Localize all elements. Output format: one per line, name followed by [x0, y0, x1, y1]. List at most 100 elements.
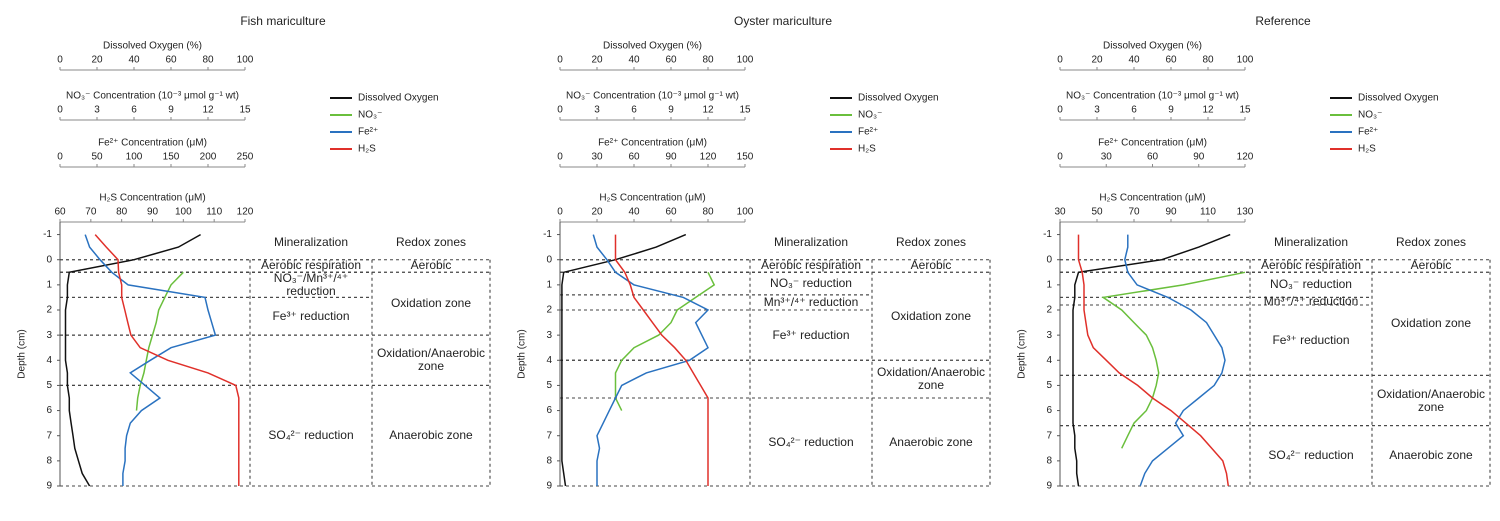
y-tick-label: 2 [46, 305, 52, 316]
x-tick-label: 90 [147, 207, 159, 218]
zone-header: Mineralization [1274, 235, 1348, 249]
series-line [614, 271, 716, 411]
chart-title: Reference [1255, 14, 1311, 28]
zone-header: Redox zones [396, 235, 466, 249]
y-axis-label: Depth (cm) [517, 329, 528, 378]
x-tick-label: 100 [737, 207, 754, 218]
x-tick-label: 80 [116, 207, 128, 218]
zone-label: Aerobic respiration [260, 258, 362, 273]
y-tick-label: -1 [543, 229, 552, 240]
series-line [1072, 233, 1231, 487]
y-tick-label: 4 [1046, 355, 1052, 366]
x-axis-label: NO₃⁻ Concentration (10⁻³ μmol g⁻¹ wt) [1066, 91, 1239, 102]
zone-label: Aerobic [1410, 258, 1452, 273]
y-tick-label: 7 [46, 430, 52, 441]
x-tick-label: 0 [57, 105, 63, 116]
legend-label: H₂S [358, 144, 376, 155]
zone-label: Fe³⁺ reduction [1272, 332, 1350, 347]
y-tick-label: 6 [546, 405, 552, 416]
x-axis-label: NO₃⁻ Concentration (10⁻³ μmol g⁻¹ wt) [66, 91, 239, 102]
zone-label: Mn³⁺/⁴⁺ reduction [763, 294, 859, 309]
x-tick-label: 60 [1165, 55, 1177, 66]
zone-label: Fe³⁺ reduction [272, 308, 350, 323]
x-tick-label: 40 [1128, 55, 1140, 66]
x-tick-label: 80 [1202, 55, 1214, 66]
series-line [561, 233, 687, 487]
y-tick-label: 1 [46, 279, 52, 290]
x-tick-label: 60 [628, 152, 640, 163]
zone-label: Anaerobic zone [389, 428, 473, 443]
x-tick-label: 30 [1101, 152, 1113, 163]
x-tick-label: 0 [57, 55, 63, 66]
zone-label: Aerobic [410, 258, 452, 273]
x-tick-label: 0 [1057, 105, 1063, 116]
x-tick-label: 60 [165, 55, 177, 66]
legend-label: NO₃⁻ [358, 110, 382, 121]
series-line [614, 234, 709, 486]
zone-label: Aerobic respiration [760, 258, 862, 273]
x-tick-label: 15 [239, 105, 251, 116]
zone-label: NO₃⁻ reduction [770, 276, 852, 291]
x-tick-label: 0 [1057, 152, 1063, 163]
x-axis-label: NO₃⁻ Concentration (10⁻³ μmol g⁻¹ wt) [566, 91, 739, 102]
zone-label: SO₄²⁻ reduction [768, 434, 854, 449]
x-tick-label: 20 [591, 55, 603, 66]
zone-label: SO₄²⁻ reduction [268, 428, 354, 443]
zone-label: SO₄²⁻ reduction [1268, 448, 1354, 463]
y-tick-label: 3 [1046, 330, 1052, 341]
x-tick-label: 200 [200, 152, 217, 163]
zone-label: NO₃⁻ reduction [1270, 277, 1352, 292]
x-axis-label: Fe²⁺ Concentration (μM) [98, 138, 207, 149]
legend-label: Fe²⁺ [358, 127, 378, 138]
x-tick-label: 9 [1168, 105, 1174, 116]
zone-header: Mineralization [774, 235, 848, 249]
x-tick-label: 50 [1091, 207, 1103, 218]
x-tick-label: 30 [1054, 207, 1066, 218]
legend-label: H₂S [1358, 144, 1376, 155]
x-tick-label: 6 [631, 105, 637, 116]
x-tick-label: 6 [1131, 105, 1137, 116]
x-tick-label: 100 [237, 55, 254, 66]
x-tick-label: 100 [737, 55, 754, 66]
zone-header: Redox zones [1396, 235, 1466, 249]
x-tick-label: 3 [594, 105, 600, 116]
y-tick-label: 5 [1046, 380, 1052, 391]
chart-title: Fish mariculture [240, 14, 326, 28]
x-tick-label: 80 [702, 207, 714, 218]
y-tick-label: 2 [546, 305, 552, 316]
x-axis-label: H₂S Concentration (μM) [599, 193, 705, 204]
x-axis-label: H₂S Concentration (μM) [99, 193, 205, 204]
y-tick-label: -1 [43, 229, 52, 240]
chart-title: Oyster mariculture [734, 14, 832, 28]
x-tick-label: 100 [126, 152, 143, 163]
y-tick-label: 8 [546, 455, 552, 466]
x-tick-label: 80 [702, 55, 714, 66]
zone-label: Aerobic [910, 258, 952, 273]
x-axis-label: Fe²⁺ Concentration (μM) [598, 138, 707, 149]
zone-label: Mn³⁺/⁴⁺ reduction [1263, 293, 1359, 308]
y-tick-label: 4 [546, 355, 552, 366]
x-tick-label: 150 [737, 152, 754, 163]
x-tick-label: 110 [206, 207, 222, 218]
zone-label: NO₃⁻/Mn³⁺/⁴⁺ reduction [273, 270, 349, 298]
x-tick-label: 0 [57, 152, 63, 163]
x-tick-label: 120 [237, 207, 254, 218]
zone-header: Mineralization [274, 235, 348, 249]
series-line [84, 234, 217, 486]
legend-label: NO₃⁻ [858, 110, 882, 121]
x-tick-label: 0 [557, 152, 563, 163]
x-tick-label: 90 [1165, 207, 1177, 218]
x-tick-label: 50 [91, 152, 103, 163]
x-tick-label: 60 [1147, 152, 1159, 163]
x-tick-label: 110 [1200, 207, 1216, 218]
zone-label: Oxidation/Anaerobic zone [876, 365, 986, 393]
legend-label: Dissolved Oxygen [858, 93, 939, 104]
x-tick-label: 9 [668, 105, 674, 116]
x-tick-label: 3 [94, 105, 100, 116]
series-line [64, 233, 201, 487]
x-tick-label: 0 [1057, 55, 1063, 66]
x-tick-label: 40 [128, 55, 140, 66]
x-tick-label: 20 [91, 55, 103, 66]
zone-label: Oxidation/Anaerobic zone [1376, 386, 1486, 414]
x-axis-label: H₂S Concentration (μM) [1099, 193, 1205, 204]
